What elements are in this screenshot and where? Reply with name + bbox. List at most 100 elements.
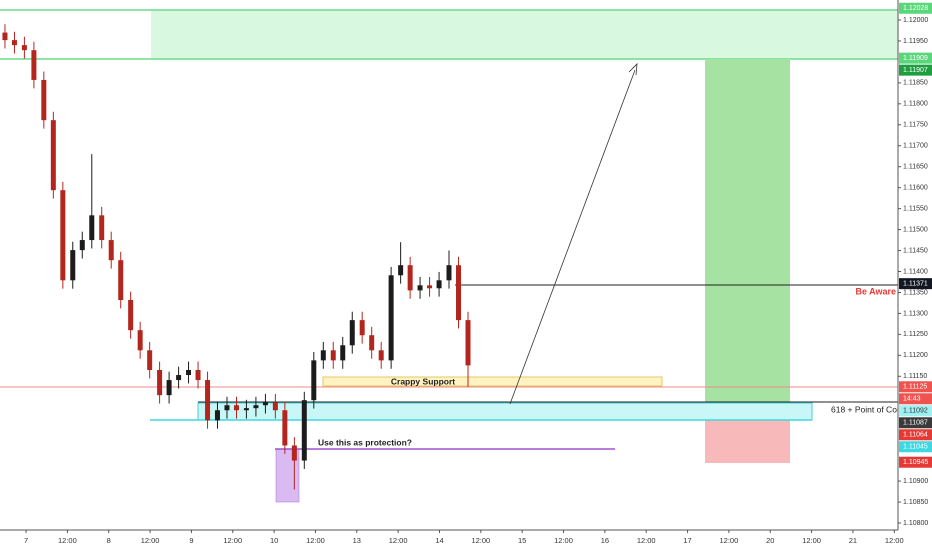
x-tick-label: 9 (189, 536, 193, 545)
candle-body (233, 405, 239, 411)
candle-body (282, 410, 288, 446)
x-tick-label: 12:00 (885, 536, 904, 545)
candle-body (311, 360, 317, 401)
price-label-box (899, 278, 932, 290)
candle-body (137, 330, 143, 351)
x-tick-label: 10 (270, 536, 278, 545)
candle-body (214, 410, 220, 421)
candle-body (31, 50, 37, 80)
y-tick-label: 1.11150 (903, 373, 927, 380)
x-tick-label: 12:00 (58, 536, 77, 545)
y-tick-label: 1.11600 (903, 185, 928, 192)
candle-body (224, 405, 230, 411)
annotation: Be Aware (855, 286, 896, 296)
x-tick-label: 17 (683, 536, 691, 545)
candle-body (41, 79, 47, 121)
candle-body (262, 402, 268, 406)
x-tick-label: 16 (601, 536, 609, 545)
price-label-box (899, 64, 932, 76)
y-tick-label: 1.11700 (903, 143, 928, 150)
y-tick-label: 1.11400 (903, 268, 928, 275)
y-tick-label: 1.11850 (903, 80, 928, 87)
candle-body (2, 32, 8, 41)
price-label: 14:43 (903, 396, 921, 403)
candle-body (128, 300, 134, 331)
candle-body (272, 402, 278, 411)
candle-body (436, 280, 442, 289)
y-tick-label: 1.11650 (903, 164, 928, 171)
x-tick-label: 12:00 (306, 536, 325, 545)
price-label-box (899, 393, 932, 405)
x-tick-label: 12:00 (141, 536, 160, 545)
y-tick-label: 1.10800 (903, 520, 928, 527)
price-label: 1.11371 (903, 280, 928, 287)
candle-body (79, 240, 85, 251)
candle-body (407, 265, 413, 291)
price-label: 1.12028 (903, 5, 928, 12)
candle-body (340, 345, 346, 361)
poc-zone (197, 402, 813, 421)
y-tick-label: 1.11500 (903, 226, 928, 233)
candle-body (89, 215, 95, 241)
x-tick-label: 14 (435, 536, 443, 545)
candle-body (186, 370, 192, 376)
y-tick-label: 1.11450 (903, 247, 928, 254)
candle-body (320, 350, 326, 361)
candle-body (253, 405, 259, 409)
candle-body (417, 285, 423, 291)
candle-body (21, 45, 27, 51)
y-tick-label: 1.11750 (903, 122, 928, 129)
candle-body (70, 250, 76, 281)
candle-body (301, 400, 307, 461)
x-tick-label: 21 (849, 536, 857, 545)
price-label: 1.10945 (903, 459, 928, 466)
candle-body (388, 275, 394, 361)
candle-body (398, 265, 404, 276)
candle-body (205, 380, 211, 421)
candle-body (359, 320, 365, 336)
x-tick-label: 8 (107, 536, 111, 545)
candle-body (349, 320, 355, 346)
x-tick-label: 12:00 (389, 536, 408, 545)
y-tick-label: 1.12000 (903, 17, 928, 24)
y-tick-label: 1.11800 (903, 101, 928, 108)
candle-body (108, 240, 114, 261)
y-tick-label: 1.11300 (903, 310, 928, 317)
candle-body (50, 120, 56, 191)
support-zone (322, 376, 663, 387)
candle-body (243, 408, 249, 411)
candle-body (369, 335, 375, 351)
price-label-box (899, 2, 932, 14)
candles (2, 24, 471, 490)
price-label: 1.11907 (903, 67, 928, 74)
x-tick-label: 12:00 (471, 536, 490, 545)
y-tick-label: 1.11950 (903, 38, 928, 45)
target-zone (151, 10, 898, 59)
price-label-box (899, 405, 932, 417)
x-tick-label: 20 (766, 536, 774, 545)
x-tick-label: 13 (353, 536, 361, 545)
y-tick-label: 1.10850 (903, 499, 928, 506)
price-label-box (899, 456, 932, 468)
candle-body (157, 370, 163, 396)
price-label: 1.11125 (903, 384, 927, 391)
annotation: Crappy Support (391, 376, 455, 386)
candle-body (291, 445, 297, 461)
y-tick-label: 1.11550 (903, 205, 928, 212)
projection-arrow (509, 69, 636, 405)
candle-body (147, 350, 153, 371)
arrow-head (628, 62, 638, 76)
candle-body (166, 380, 172, 396)
annotation: Use this as protection? (318, 437, 412, 447)
candle-body (378, 350, 384, 361)
profit-zone (705, 59, 790, 403)
y-tick-label: 1.11350 (903, 289, 928, 296)
candle-body (456, 265, 462, 321)
x-tick-label: 7 (24, 536, 28, 545)
x-tick-label: 12:00 (720, 536, 739, 545)
candle-body (60, 190, 66, 281)
price-label: 1.11064 (903, 432, 928, 439)
y-tick-label: 1.10900 (903, 478, 928, 485)
price-label-box (899, 381, 932, 393)
